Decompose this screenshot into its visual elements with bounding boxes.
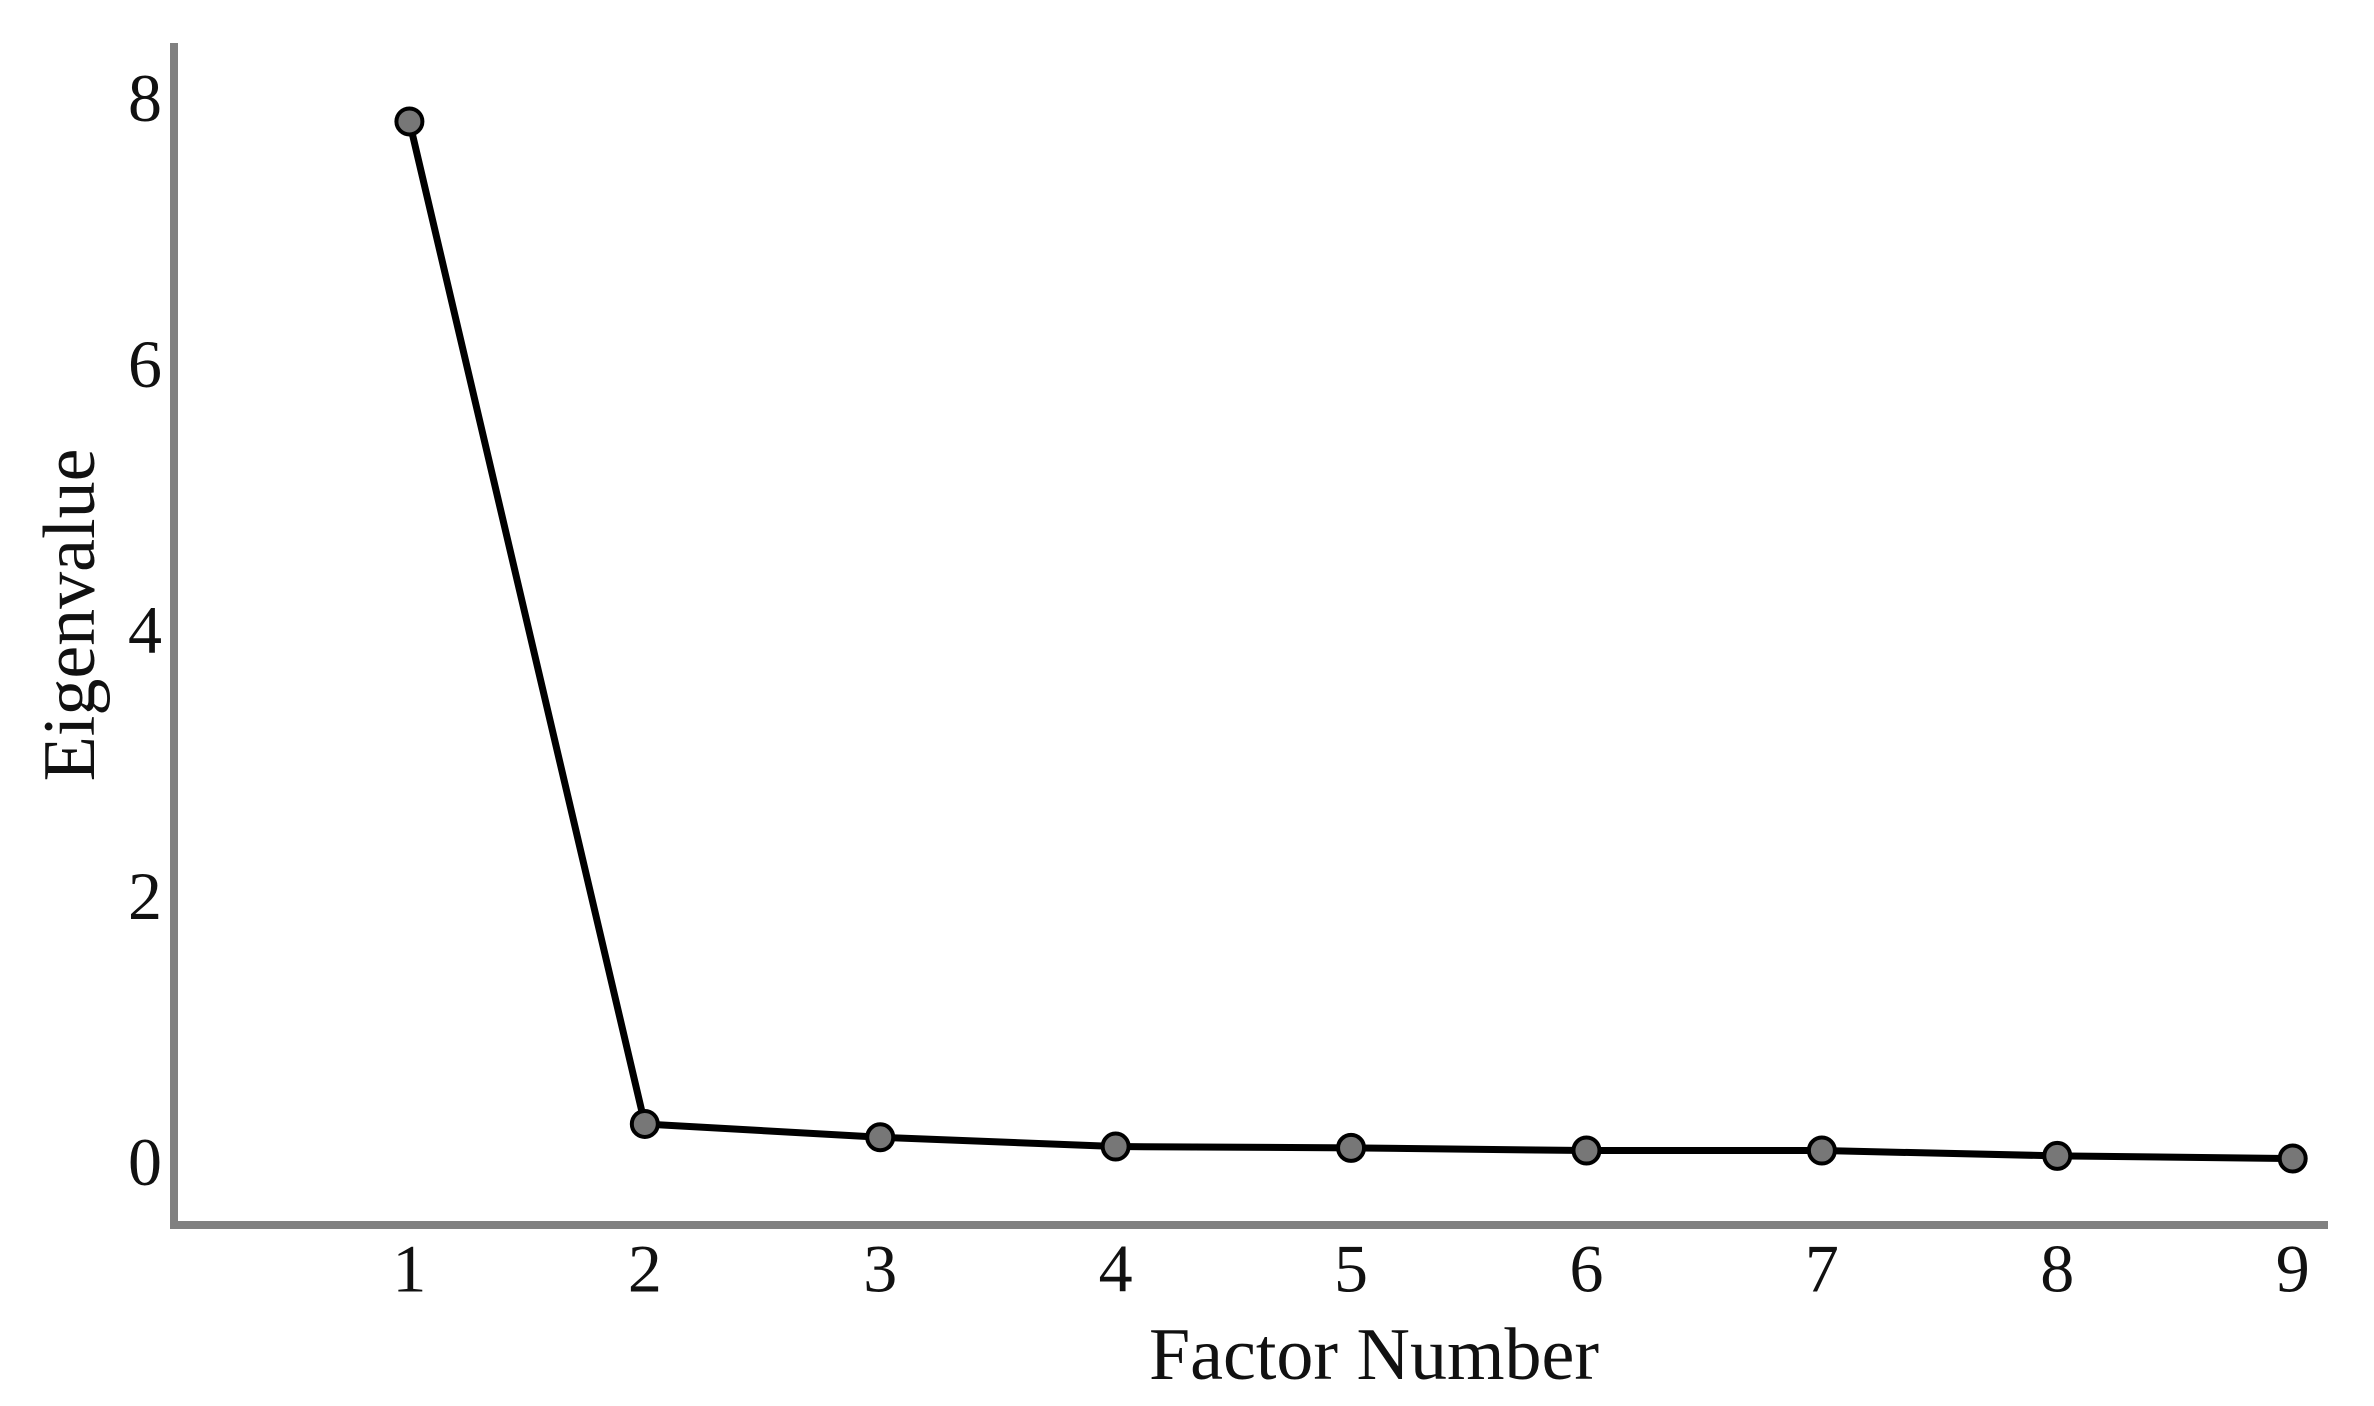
point-marker	[1100, 1131, 1131, 1162]
series-line	[406, 120, 2293, 1163]
y-tick-label: 0	[128, 1124, 162, 1200]
point-marker	[2277, 1143, 2308, 1174]
y-tick-label: 6	[128, 326, 162, 402]
point-marker	[394, 106, 425, 137]
x-tick-label: 2	[628, 1231, 662, 1307]
y-axis-title: Eigenvalue	[29, 449, 111, 782]
point-marker	[2042, 1140, 2073, 1171]
x-tick-label: 3	[863, 1231, 897, 1307]
y-tick-label: 4	[128, 592, 162, 668]
x-tick-label: 7	[1805, 1231, 1839, 1307]
y-tick-label: 8	[128, 60, 162, 136]
point-marker	[1806, 1135, 1837, 1166]
point-marker	[865, 1122, 896, 1153]
point-marker	[1571, 1135, 1602, 1166]
x-tick-label: 6	[1569, 1231, 1603, 1307]
x-tick-label: 4	[1099, 1231, 1133, 1307]
x-tick-label: 9	[2276, 1231, 2310, 1307]
x-tick-label: 5	[1334, 1231, 1368, 1307]
x-tick-label: 8	[2040, 1231, 2074, 1307]
x-axis-title: Factor Number	[1149, 1314, 1599, 1396]
y-tick-label: 2	[128, 858, 162, 934]
point-marker	[1336, 1132, 1367, 1163]
x-tick-label: 1	[392, 1231, 426, 1307]
point-marker	[629, 1108, 660, 1139]
